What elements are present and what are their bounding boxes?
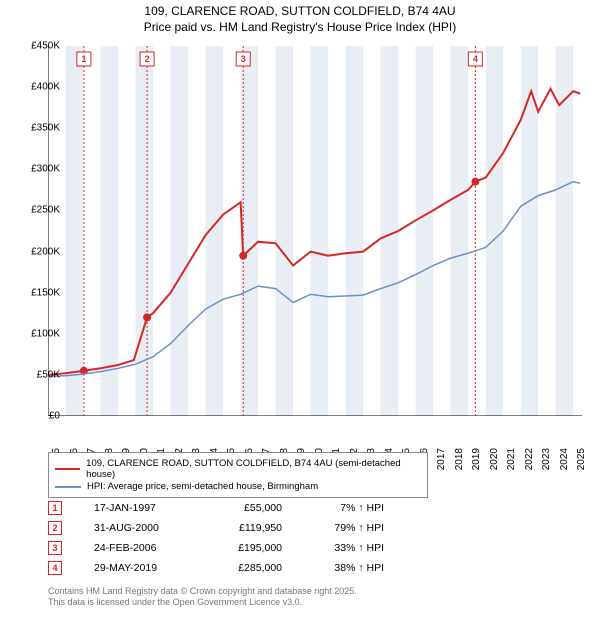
y-tick-label: £250K bbox=[16, 205, 60, 216]
y-tick-label: £400K bbox=[16, 82, 60, 93]
y-tick-label: £50K bbox=[16, 369, 60, 380]
sale-date: 31-AUG-2000 bbox=[94, 522, 180, 534]
footer-line: This data is licensed under the Open Gov… bbox=[48, 597, 357, 608]
title-line-1: 109, CLARENCE ROAD, SUTTON COLDFIELD, B7… bbox=[0, 4, 600, 20]
sales-row: 1 17-JAN-1997 £55,000 7% ↑ HPI bbox=[48, 498, 384, 518]
chart-container: 109, CLARENCE ROAD, SUTTON COLDFIELD, B7… bbox=[0, 0, 600, 620]
sale-marker: 1 bbox=[48, 501, 62, 515]
legend: 109, CLARENCE ROAD, SUTTON COLDFIELD, B7… bbox=[48, 452, 428, 498]
footer-line: Contains HM Land Registry data © Crown c… bbox=[48, 586, 357, 597]
sales-table: 1 17-JAN-1997 £55,000 7% ↑ HPI 2 31-AUG-2000 £… bbox=[48, 498, 384, 578]
sales-row: 3 24-FEB-2006 £195,000 33% ↑ HPI bbox=[48, 538, 384, 558]
x-tick-label: 2025 bbox=[576, 448, 587, 470]
sale-price: £285,000 bbox=[212, 562, 282, 574]
sale-pct: 7% ↑ HPI bbox=[314, 502, 384, 514]
plot-area: 1 2 3 4 bbox=[48, 46, 582, 416]
y-tick-label: £350K bbox=[16, 123, 60, 134]
sale-price: £55,000 bbox=[212, 502, 282, 514]
x-tick-label: 2022 bbox=[524, 448, 535, 470]
x-tick-label: 2021 bbox=[506, 448, 517, 470]
x-tick-label: 2024 bbox=[559, 448, 570, 470]
x-tick-label: 2018 bbox=[454, 448, 465, 470]
sale-pct: 33% ↑ HPI bbox=[314, 542, 384, 554]
svg-text:2: 2 bbox=[145, 54, 150, 64]
x-tick-label: 2019 bbox=[471, 448, 482, 470]
y-tick-label: £100K bbox=[16, 328, 60, 339]
svg-text:4: 4 bbox=[473, 54, 478, 64]
sale-marker: 3 bbox=[48, 541, 62, 555]
sale-pct: 38% ↑ HPI bbox=[314, 562, 384, 574]
legend-label: 109, CLARENCE ROAD, SUTTON COLDFIELD, B7… bbox=[86, 458, 421, 480]
y-tick-label: £200K bbox=[16, 246, 60, 257]
title-line-2: Price paid vs. HM Land Registry's House … bbox=[0, 20, 600, 36]
sales-row: 2 31-AUG-2000 £119,950 79% ↑ HPI bbox=[48, 518, 384, 538]
footer-attribution: Contains HM Land Registry data © Crown c… bbox=[48, 586, 357, 608]
legend-item: HPI: Average price, semi-detached house,… bbox=[55, 481, 421, 492]
legend-swatch-blue bbox=[55, 486, 81, 488]
legend-item: 109, CLARENCE ROAD, SUTTON COLDFIELD, B7… bbox=[55, 458, 421, 480]
y-tick-label: £0 bbox=[16, 411, 60, 422]
x-tick-label: 2020 bbox=[489, 448, 500, 470]
sale-price: £195,000 bbox=[212, 542, 282, 554]
sale-marker: 4 bbox=[48, 561, 62, 575]
y-tick-label: £150K bbox=[16, 287, 60, 298]
y-tick-label: £450K bbox=[16, 41, 60, 52]
chart-title: 109, CLARENCE ROAD, SUTTON COLDFIELD, B7… bbox=[0, 0, 600, 35]
sale-date: 24-FEB-2006 bbox=[94, 542, 180, 554]
legend-swatch-red bbox=[55, 468, 80, 470]
y-tick-label: £300K bbox=[16, 164, 60, 175]
sale-price: £119,950 bbox=[212, 522, 282, 534]
sale-date: 29-MAY-2019 bbox=[94, 562, 180, 574]
legend-label: HPI: Average price, semi-detached house,… bbox=[87, 481, 318, 492]
sales-row: 4 29-MAY-2019 £285,000 38% ↑ HPI bbox=[48, 558, 384, 578]
svg-text:1: 1 bbox=[81, 54, 86, 64]
sale-pct: 79% ↑ HPI bbox=[314, 522, 384, 534]
sale-marker: 2 bbox=[48, 521, 62, 535]
x-tick-label: 2023 bbox=[541, 448, 552, 470]
sale-date: 17-JAN-1997 bbox=[94, 502, 180, 514]
x-tick-label: 2017 bbox=[436, 448, 447, 470]
svg-text:3: 3 bbox=[241, 54, 246, 64]
